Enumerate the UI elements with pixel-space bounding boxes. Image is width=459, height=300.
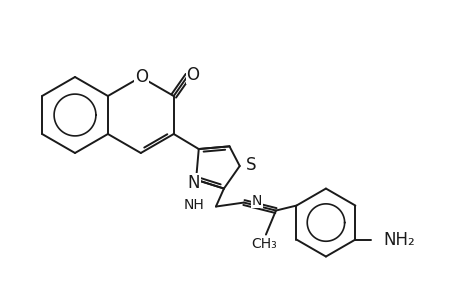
Text: CH₃: CH₃ (251, 237, 276, 250)
Text: NH: NH (183, 198, 203, 212)
Text: S: S (245, 156, 256, 174)
Text: O: O (186, 65, 199, 83)
Text: O: O (135, 68, 148, 86)
Text: NH₂: NH₂ (382, 231, 414, 249)
Text: N: N (252, 194, 262, 208)
Text: N: N (187, 174, 200, 192)
